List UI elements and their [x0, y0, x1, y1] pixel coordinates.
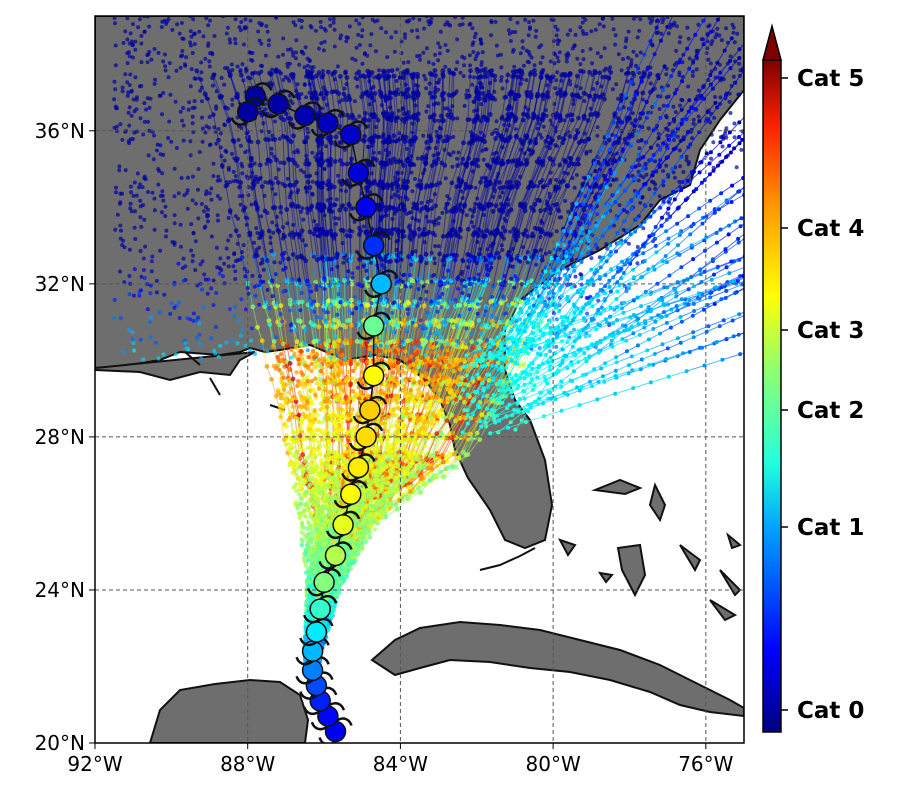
ensemble-track-segment — [283, 119, 288, 138]
ensemble-track-segment — [274, 207, 280, 232]
map-area — [95, 16, 744, 743]
ensemble-track-segment — [481, 204, 488, 233]
ensemble-track-segment — [307, 304, 312, 323]
ensemble-track-segment — [453, 305, 461, 327]
ensemble-track-segment — [300, 255, 306, 282]
ensemble-track-segment — [270, 161, 273, 184]
ensemble-track-segment — [264, 113, 270, 140]
ensemble-track-segment — [270, 74, 278, 95]
ensemble-track-segment — [346, 278, 348, 303]
ensemble-track-segment — [296, 233, 302, 256]
yucatan-land — [148, 678, 310, 743]
ensemble-track-segment — [292, 204, 298, 234]
ensemble-track-segment — [304, 281, 309, 305]
ensemble-track-point — [597, 70, 603, 76]
louisiana-delta — [95, 351, 256, 382]
ensemble-track-segment — [471, 234, 478, 258]
ensemble-track-segment — [346, 302, 349, 321]
ensemble-track-segment — [446, 326, 455, 342]
ensemble-track-point — [556, 135, 562, 140]
ensemble-track-segment — [471, 137, 479, 164]
ensemble-track-segment — [359, 322, 362, 342]
ensemble-track-point — [338, 73, 343, 79]
ensemble-track-segment — [268, 139, 271, 162]
ensemble-track-segment — [360, 285, 363, 305]
ensemble-track-segment — [508, 187, 518, 212]
cuba-land — [370, 620, 744, 718]
us-mainland-land — [95, 16, 744, 550]
florida-keys — [479, 547, 536, 571]
ensemble-track-segment — [292, 327, 297, 348]
ensemble-track-segment — [360, 257, 363, 286]
bahamas-islands — [557, 478, 742, 622]
ensemble-track-segment — [540, 207, 550, 233]
